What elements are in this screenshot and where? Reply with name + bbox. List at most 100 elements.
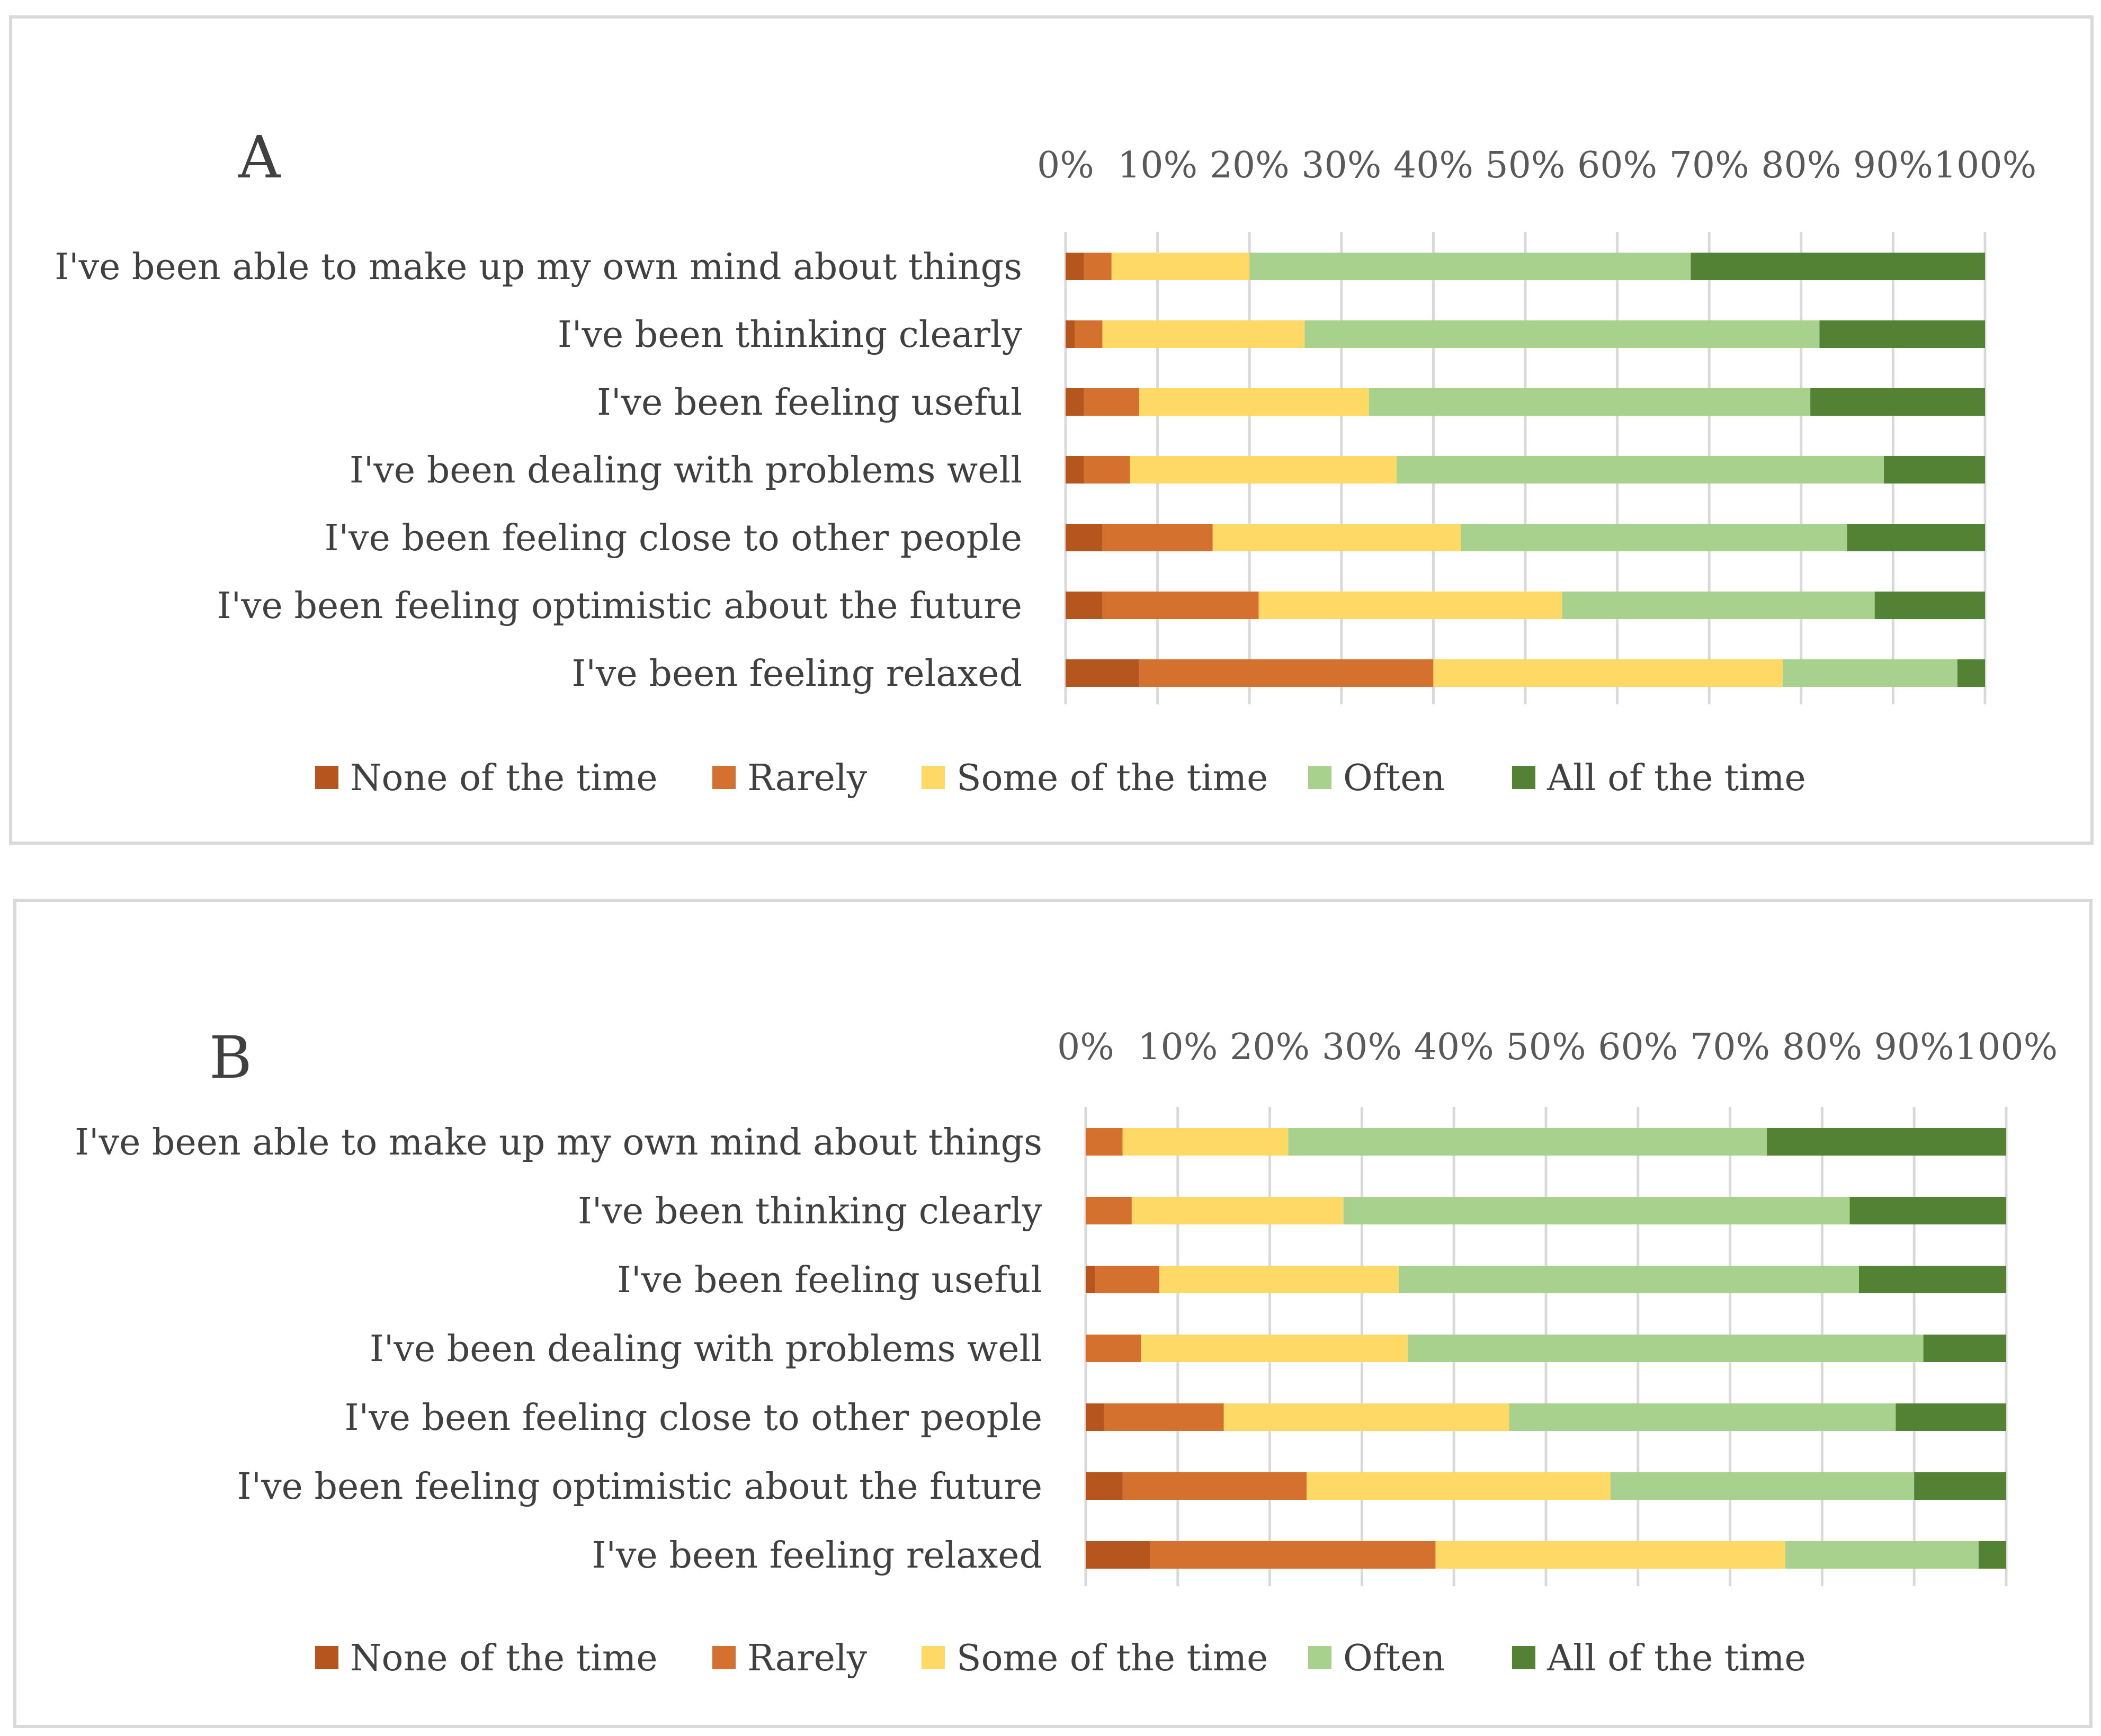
- panel-a-category-label-1: I've been able to make up my own mind ab…: [55, 246, 1022, 288]
- panel-b-legend-swatch-some-of-the-time: [922, 1646, 945, 1669]
- panel-a-legend-swatch-often: [1308, 766, 1331, 789]
- panel-a-frame: [9, 15, 2094, 845]
- panel-a-bar-all-of-the-time-row-7: [1957, 659, 1985, 687]
- panel-b-legend-item-some-of-the-time: Some of the time: [922, 1637, 1268, 1679]
- panel-a-title: A: [238, 123, 281, 191]
- panel-a-bar-all-of-the-time-row-6: [1874, 592, 1985, 619]
- panel-a-bar-none-of-the-time-row-2: [1066, 320, 1075, 348]
- panel-a-bar-some-of-the-time-row-6: [1258, 592, 1562, 619]
- panel-b-bar-some-of-the-time-row-2: [1131, 1197, 1344, 1224]
- panel-a-bar-none-of-the-time-row-1: [1066, 253, 1084, 280]
- panel-b-x-tick-label-6: 60%: [1598, 1026, 1678, 1068]
- panel-b-title: B: [209, 1024, 252, 1091]
- panel-b-bar-some-of-the-time-row-4: [1141, 1335, 1408, 1362]
- panel-a-bar-all-of-the-time-row-3: [1810, 388, 1985, 416]
- panel-a-bar-some-of-the-time-row-2: [1102, 320, 1305, 348]
- panel-a-category-label-5: I've been feeling close to other people: [325, 517, 1022, 559]
- panel-b-legend-swatch-often: [1308, 1646, 1331, 1669]
- panel-b-legend-label-some-of-the-time: Some of the time: [956, 1637, 1268, 1679]
- panel-b-bar-some-of-the-time-row-7: [1435, 1541, 1785, 1569]
- panel-b-x-tick-label-5: 50%: [1506, 1026, 1586, 1068]
- panel-b-bar-often-row-1: [1288, 1128, 1767, 1156]
- panel-a-bar-often-row-7: [1783, 659, 1957, 687]
- panel-a-legend-label-none-of-the-time: None of the time: [350, 757, 658, 799]
- panel-b-bar-often-row-5: [1509, 1403, 1896, 1431]
- panel-a-bar-rarely-row-2: [1075, 320, 1103, 348]
- panel-a-x-tick-label-9: 90%: [1853, 145, 1933, 186]
- panel-b-bar-some-of-the-time-row-1: [1122, 1128, 1289, 1156]
- panel-b-bar-rarely-row-6: [1122, 1472, 1307, 1500]
- panel-b-bar-often-row-2: [1343, 1197, 1850, 1224]
- panel-b-legend-swatch-rarely: [712, 1646, 736, 1669]
- panel-a-bar-all-of-the-time-row-2: [1819, 320, 1985, 348]
- panel-b-bar-none-of-the-time-row-6: [1086, 1472, 1123, 1500]
- panel-b-category-label-4: I've been dealing with problems well: [370, 1328, 1042, 1370]
- panel-b-category-labels: I've been able to make up my own mind ab…: [75, 1122, 1042, 1577]
- panel-a-bar-often-row-1: [1249, 253, 1691, 280]
- panel-b-category-label-3: I've been feeling useful: [617, 1259, 1042, 1301]
- panel-b-bar-some-of-the-time-row-3: [1159, 1266, 1399, 1293]
- panel-a-bar-often-row-2: [1304, 320, 1820, 348]
- panel-b-bar-rarely-row-7: [1150, 1541, 1436, 1569]
- panel-b-bar-all-of-the-time-row-2: [1849, 1197, 2006, 1224]
- panel-a-bar-none-of-the-time-row-7: [1066, 659, 1139, 687]
- panel-a-category-labels: I've been able to make up my own mind ab…: [55, 246, 1022, 695]
- panel-a-legend: None of the time Rarely Some of the time Of…: [315, 757, 1806, 799]
- panel-b-bar-none-of-the-time-row-7: [1086, 1541, 1150, 1569]
- panel-a-legend-item-none-of-the-time: None of the time: [315, 757, 658, 799]
- panel-b-legend-item-often: Often: [1308, 1637, 1445, 1679]
- panel-b-category-label-5: I've been feeling close to other people: [345, 1397, 1042, 1439]
- panel-a-x-tick-label-1: 10%: [1117, 145, 1197, 186]
- panel-b-x-tick-label-8: 80%: [1782, 1026, 1862, 1068]
- panel-b-bar-all-of-the-time-row-5: [1896, 1403, 2006, 1431]
- panel-a-bar-rarely-row-7: [1139, 659, 1434, 687]
- panel-a-legend-label-all-of-the-time: All of the time: [1546, 757, 1806, 799]
- panel-a-bar-often-row-4: [1396, 456, 1884, 484]
- panel-b-legend-swatch-all-of-the-time: [1512, 1646, 1535, 1669]
- panel-b-category-label-7: I've been feeling relaxed: [592, 1535, 1043, 1577]
- panel-a-category-label-7: I've been feeling relaxed: [572, 653, 1023, 695]
- panel-a-legend-label-rarely: Rarely: [747, 757, 868, 799]
- panel-b-legend: None of the time Rarely Some of the time Of…: [315, 1637, 1806, 1679]
- panel-a-x-tick-label-0: 0%: [1037, 145, 1094, 186]
- panel-a-x-tick-label-8: 80%: [1761, 145, 1841, 186]
- panel-a-bar-rarely-row-1: [1084, 253, 1112, 280]
- panel-b-frame: [13, 899, 2093, 1728]
- panel-a-bar-all-of-the-time-row-1: [1691, 253, 1985, 280]
- panel-a-legend-swatch-rarely: [712, 766, 736, 789]
- panel-a-bar-rarely-row-5: [1102, 524, 1213, 551]
- panel-b-bar-rarely-row-3: [1095, 1266, 1160, 1293]
- panel-a-bar-none-of-the-time-row-5: [1066, 524, 1103, 551]
- panel-b-x-tick-label-3: 30%: [1322, 1026, 1402, 1068]
- panel-b-x-tick-label-1: 10%: [1138, 1026, 1218, 1068]
- panel-b-x-tick-label-0: 0%: [1057, 1026, 1114, 1068]
- panel-b-bars: [1086, 1128, 2006, 1569]
- panel-b-legend-item-all-of-the-time: All of the time: [1512, 1637, 1806, 1679]
- panel-a-legend-swatch-all-of-the-time: [1512, 766, 1535, 789]
- panel-b-bar-all-of-the-time-row-3: [1858, 1266, 2006, 1293]
- panel-b-bar-often-row-4: [1408, 1335, 1924, 1362]
- panel-a-legend-item-rarely: Rarely: [712, 757, 868, 799]
- panel-a-category-label-4: I've been dealing with problems well: [350, 450, 1022, 491]
- panel-a-bar-none-of-the-time-row-4: [1066, 456, 1084, 484]
- panel-a-x-tick-label-2: 20%: [1210, 145, 1290, 186]
- panel-a-bar-none-of-the-time-row-3: [1066, 388, 1084, 416]
- panel-a-bar-all-of-the-time-row-5: [1847, 524, 1985, 551]
- panel-a-legend-item-all-of-the-time: All of the time: [1512, 757, 1806, 799]
- panel-b: B 0% 10% 20% 30% 40% 50% 60% 70% 80% 90% 100% I've…: [13, 899, 2093, 1728]
- panel-a-bar-rarely-row-3: [1084, 388, 1139, 416]
- panel-b-legend-label-all-of-the-time: All of the time: [1546, 1637, 1806, 1679]
- panel-b-bar-rarely-row-5: [1104, 1403, 1224, 1431]
- panel-b-legend-label-rarely: Rarely: [747, 1637, 868, 1679]
- panel-a-x-tick-labels: 0% 10% 20% 30% 40% 50% 60% 70% 80% 90% 100%: [1037, 145, 2036, 186]
- panel-a-bar-often-row-3: [1369, 388, 1811, 416]
- panel-b-bar-all-of-the-time-row-4: [1923, 1335, 2006, 1362]
- panel-b-x-tick-label-2: 20%: [1230, 1026, 1310, 1068]
- panel-b-category-label-6: I've been feeling optimistic about the f…: [237, 1466, 1042, 1508]
- panel-b-x-tick-label-10: 100%: [1955, 1026, 2058, 1068]
- panel-a-bars: [1066, 253, 1985, 687]
- panel-b-bar-all-of-the-time-row-1: [1767, 1128, 2006, 1156]
- panel-a-legend-swatch-none-of-the-time: [315, 766, 338, 789]
- panel-a-x-tick-label-7: 70%: [1669, 145, 1749, 186]
